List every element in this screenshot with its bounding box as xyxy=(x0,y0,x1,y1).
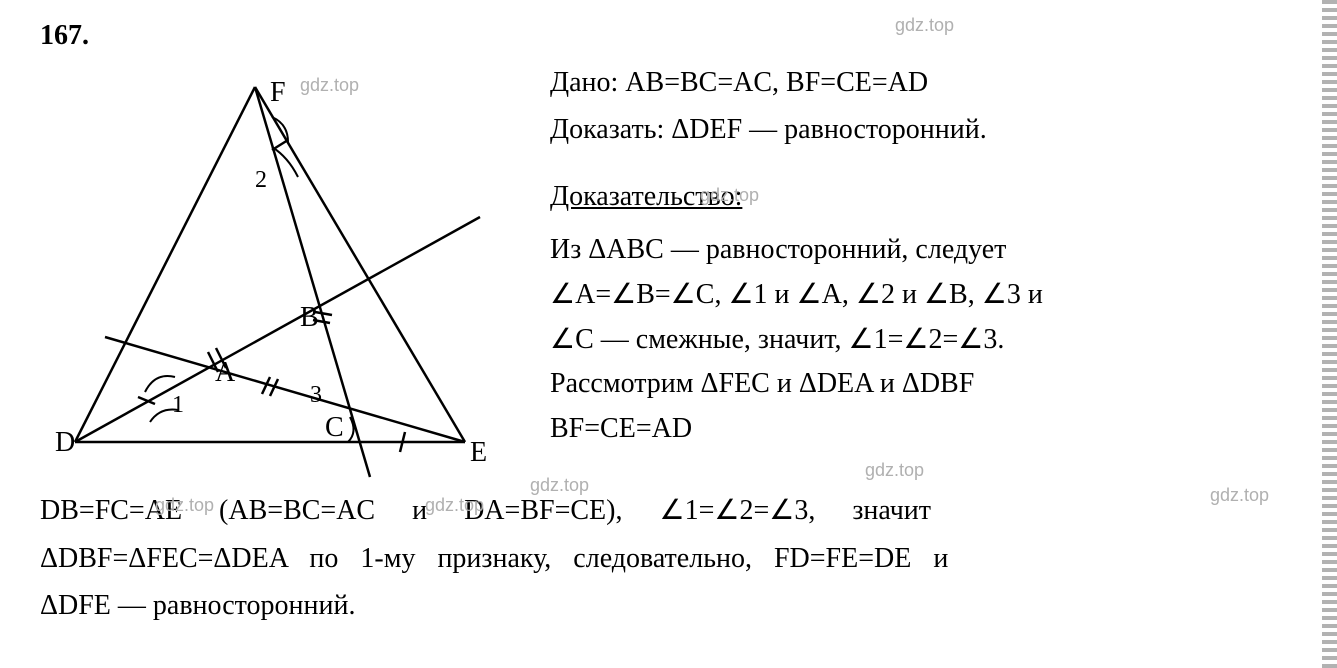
geometry-diagram: F D E A B C 1 2 3 xyxy=(40,62,520,482)
proof-title: Доказательство: xyxy=(550,176,1297,218)
content-wrapper: F D E A B C 1 2 3 Дано: AB=BC=AC, BF=CE=… xyxy=(40,62,1297,482)
page-edge-artifact xyxy=(1322,0,1337,668)
proof-line-5: BF=CE=AD xyxy=(550,407,1297,452)
proof-line-3: ∠C — смежные, значит, ∠1=∠2=∠3. xyxy=(550,318,1297,363)
given-text: AB=BC=AC, BF=CE=AD xyxy=(625,67,928,98)
proof-line-2: ∠A=∠B=∠C, ∠1 и ∠A, ∠2 и ∠B, ∠3 и xyxy=(550,273,1297,318)
line-DB-ext xyxy=(75,217,480,442)
vertex-A: A xyxy=(215,357,235,389)
angle-1: 1 xyxy=(172,392,184,419)
watermark-8: gdz.top xyxy=(1210,485,1269,506)
proof-body: Из ΔABC — равносторонний, следует ∠A=∠B=… xyxy=(550,228,1297,452)
bottom-line-2: ΔDBF=ΔFEC=ΔDEA по 1-му признаку, следова… xyxy=(40,535,1297,583)
problem-number: 167. xyxy=(40,20,1297,52)
vertex-E: E xyxy=(470,437,487,469)
watermark-6: gdz.top xyxy=(530,475,589,496)
proof-line-1: Из ΔABC — равносторонний, следует xyxy=(550,228,1297,273)
vertex-C: C xyxy=(325,412,344,444)
watermark-2: gdz.top xyxy=(300,75,359,96)
vertex-B: B xyxy=(300,302,319,334)
watermark-5: gdz.top xyxy=(425,495,484,516)
vertex-F: F xyxy=(270,77,286,109)
vertex-D: D xyxy=(55,427,75,459)
line-FC-ext xyxy=(255,87,370,477)
watermark-7: gdz.top xyxy=(865,460,924,481)
angle-2: 2 xyxy=(255,167,267,194)
proof-line-4: Рассмотрим ΔFEC и ΔDEA и ΔDBF xyxy=(550,362,1297,407)
watermark-3: gdz.top xyxy=(700,185,759,206)
given-prefix: Дано: xyxy=(550,67,625,98)
bottom-line-3: ΔDFE — равносторонний. xyxy=(40,582,1297,630)
bottom-continuation: DB=FC=AE (AB=BC=AC и DA=BF=CE), ∠1=∠2=∠3… xyxy=(40,487,1297,630)
prove-line: Доказать: ΔDEF — равносторонний. xyxy=(550,109,1297,151)
solution-text: Дано: AB=BC=AC, BF=CE=AD Доказать: ΔDEF … xyxy=(550,62,1297,482)
angle-arc-3 xyxy=(348,417,354,442)
given-line: Дано: AB=BC=AC, BF=CE=AD xyxy=(550,62,1297,104)
prove-prefix: Доказать: xyxy=(550,114,671,145)
watermark-4: gdz.top xyxy=(155,495,214,516)
watermark-1: gdz.top xyxy=(895,15,954,36)
prove-text: ΔDEF — равносторонний. xyxy=(671,114,986,145)
angle-3: 3 xyxy=(310,382,322,409)
triangle-svg xyxy=(40,62,520,482)
bottom-line-1: DB=FC=AE (AB=BC=AC и DA=BF=CE), ∠1=∠2=∠3… xyxy=(40,487,1297,535)
